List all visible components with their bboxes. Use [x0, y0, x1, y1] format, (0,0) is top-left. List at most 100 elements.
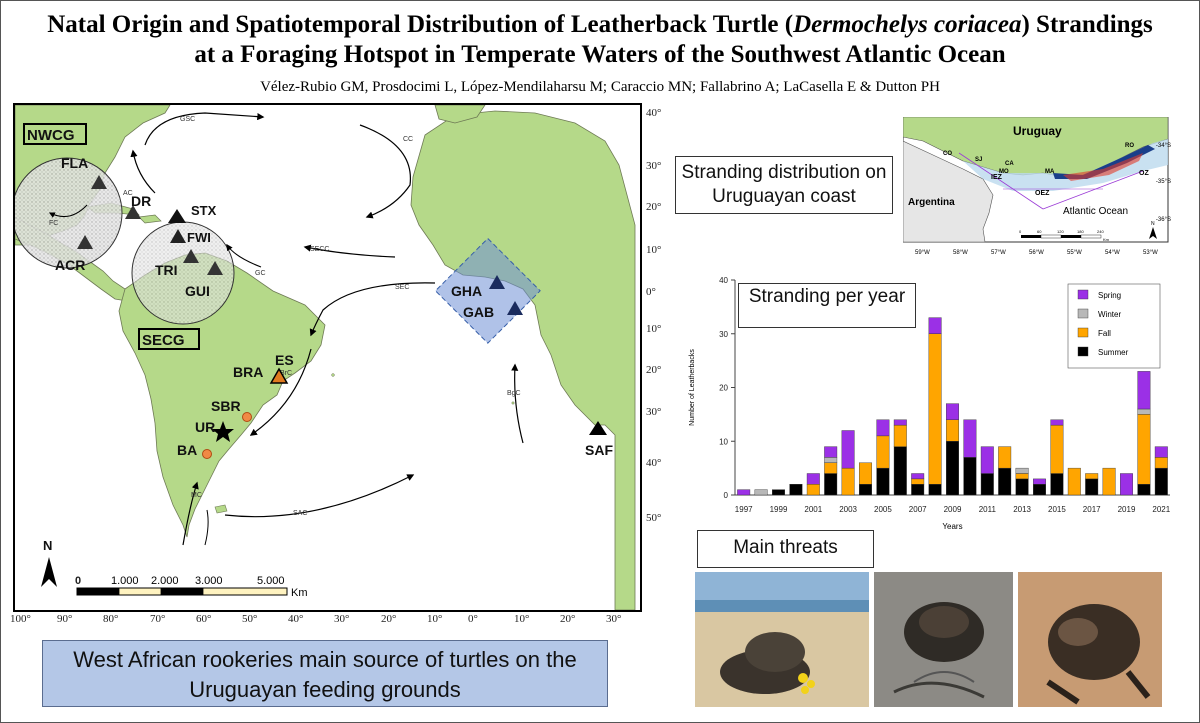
- current-fc: FC: [49, 220, 58, 227]
- nwcg-region: [15, 157, 123, 269]
- svg-text:MA: MA: [1045, 169, 1055, 175]
- label-gui: GUI: [185, 283, 210, 299]
- bar-winter-2020: [1137, 408, 1151, 415]
- bar-spring-2014: [1033, 478, 1046, 485]
- rookery-gab: [507, 301, 523, 315]
- current-mc: MC: [191, 492, 202, 499]
- bar-summer-2021: [1154, 467, 1168, 496]
- svg-text:OEZ: OEZ: [1035, 190, 1050, 197]
- svg-text:3.000: 3.000: [195, 575, 223, 587]
- bar-fall-2016: [1067, 467, 1081, 496]
- svg-text:IEZ: IEZ: [991, 174, 1003, 181]
- svg-text:58°W: 58°W: [953, 250, 968, 256]
- site-es: [269, 367, 289, 384]
- bar-summer-2020: [1137, 484, 1151, 496]
- rookery-acr: [77, 235, 93, 249]
- longitude-label: 40°: [288, 613, 304, 625]
- bar-summer-2006: [893, 446, 907, 496]
- svg-text:MO: MO: [999, 169, 1009, 175]
- longitude-label: 90°: [57, 613, 73, 625]
- bar-summer-2010: [963, 457, 977, 496]
- bar-winter-2013: [1015, 467, 1029, 474]
- bar-fall-2013: [1015, 473, 1029, 480]
- svg-text:-35°S: -35°S: [1156, 179, 1171, 185]
- y-tick-label: 10: [719, 437, 728, 446]
- bar-fall-2003: [841, 467, 855, 496]
- svg-text:56°W: 56°W: [1029, 250, 1044, 256]
- y-tick-label: 0: [724, 491, 729, 500]
- inset-label-uruguay: Uruguay: [1013, 124, 1062, 138]
- current-gsc: GSC: [180, 116, 195, 123]
- bar-spring-2001: [806, 473, 820, 485]
- latitude-label: 20°: [646, 364, 662, 376]
- bar-winter-2002: [824, 457, 838, 463]
- bar-fall-2004: [859, 462, 872, 485]
- latitude-label: 30°: [646, 160, 662, 172]
- label-nwcg: NWCG: [27, 127, 75, 144]
- x-tick-label: 2005: [874, 505, 892, 514]
- bar-fall-2020: [1137, 414, 1151, 485]
- site-ba: [202, 449, 212, 459]
- svg-text:Km: Km: [1103, 237, 1110, 242]
- longitude-label: 20°: [381, 613, 397, 625]
- west-africa-region: [434, 237, 541, 344]
- svg-text:CO: CO: [943, 151, 952, 157]
- inset-north-arrow: N: [1149, 221, 1157, 239]
- inset-label-atlantic: Atlantic Ocean: [1063, 206, 1128, 217]
- label-sbr: SBR: [211, 398, 241, 414]
- label-acr: ACR: [55, 257, 85, 273]
- legend-swatch-spring: [1077, 289, 1089, 300]
- longitude-label: 80°: [103, 613, 119, 625]
- rookery-saf: [589, 421, 607, 435]
- latitude-label: 30°: [646, 406, 662, 418]
- longitude-label: 100°: [10, 613, 31, 625]
- current-gc: GC: [255, 270, 266, 277]
- bar-spring-2002: [824, 446, 838, 458]
- svg-text:60: 60: [1037, 229, 1042, 234]
- legend-label-winter: Winter: [1098, 310, 1121, 319]
- svg-text:CA: CA: [1005, 161, 1014, 167]
- svg-text:N: N: [43, 538, 52, 553]
- x-tick-label: 2021: [1152, 505, 1170, 514]
- label-secg: SECG: [142, 332, 185, 349]
- inset-scale-bar: 0 60 120 180 240 Km: [1019, 229, 1110, 242]
- stranding-per-year-chart: 0 10 20 30 40 Number of Leatherbacks Years 1997…: [689, 276, 1171, 531]
- legend-label-spring: Spring: [1098, 291, 1121, 300]
- bar-summer-2005: [876, 467, 890, 496]
- label-stx: STX: [191, 203, 217, 218]
- bar-spring-2020: [1137, 371, 1151, 410]
- bar-summer-2009: [946, 441, 959, 496]
- x-tick-label: 2019: [1118, 505, 1136, 514]
- threat-photo-1: [695, 572, 869, 707]
- africa: [410, 110, 636, 610]
- longitude-label: 30°: [606, 613, 622, 625]
- europe: [434, 105, 486, 124]
- north-arrow: N: [41, 538, 57, 587]
- inset-coastal-zone: [963, 139, 1168, 191]
- latitude-label: 10°: [646, 244, 662, 256]
- rookery-fwi: [170, 229, 186, 243]
- authors: Vélez-Rubio GM, Prosdocimi L, López-Mend…: [260, 79, 940, 95]
- bar-fall-2009: [946, 419, 959, 442]
- bar-spring-2006: [893, 419, 907, 426]
- svg-text:120: 120: [1057, 229, 1064, 234]
- rookery-stx: [168, 209, 186, 223]
- x-tick-label: 1999: [770, 505, 788, 514]
- svg-text:59°W: 59°W: [915, 250, 930, 256]
- latitude-label: 10°: [646, 323, 662, 335]
- map-canvas: GSC CC AC FC GC SECC SEC BrC BgC MC SAC …: [15, 105, 640, 610]
- svg-text:54°W: 54°W: [1105, 250, 1120, 256]
- longitude-label: 10°: [514, 613, 530, 625]
- bar-summer-2002: [824, 473, 838, 496]
- threat-photo-2: [874, 572, 1013, 707]
- x-tick-label: 2015: [1048, 505, 1066, 514]
- current-sec: SEC: [395, 284, 409, 291]
- x-tick-label: 1997: [735, 505, 753, 514]
- longitude-label: 0°: [468, 613, 478, 625]
- svg-text:OZ: OZ: [1139, 170, 1149, 177]
- y-tick-label: 30: [719, 330, 728, 339]
- hispaniola: [138, 214, 162, 224]
- svg-text:53°W: 53°W: [1143, 250, 1158, 256]
- bar-summer-2017: [1085, 478, 1099, 496]
- bar-fall-2012: [998, 446, 1012, 469]
